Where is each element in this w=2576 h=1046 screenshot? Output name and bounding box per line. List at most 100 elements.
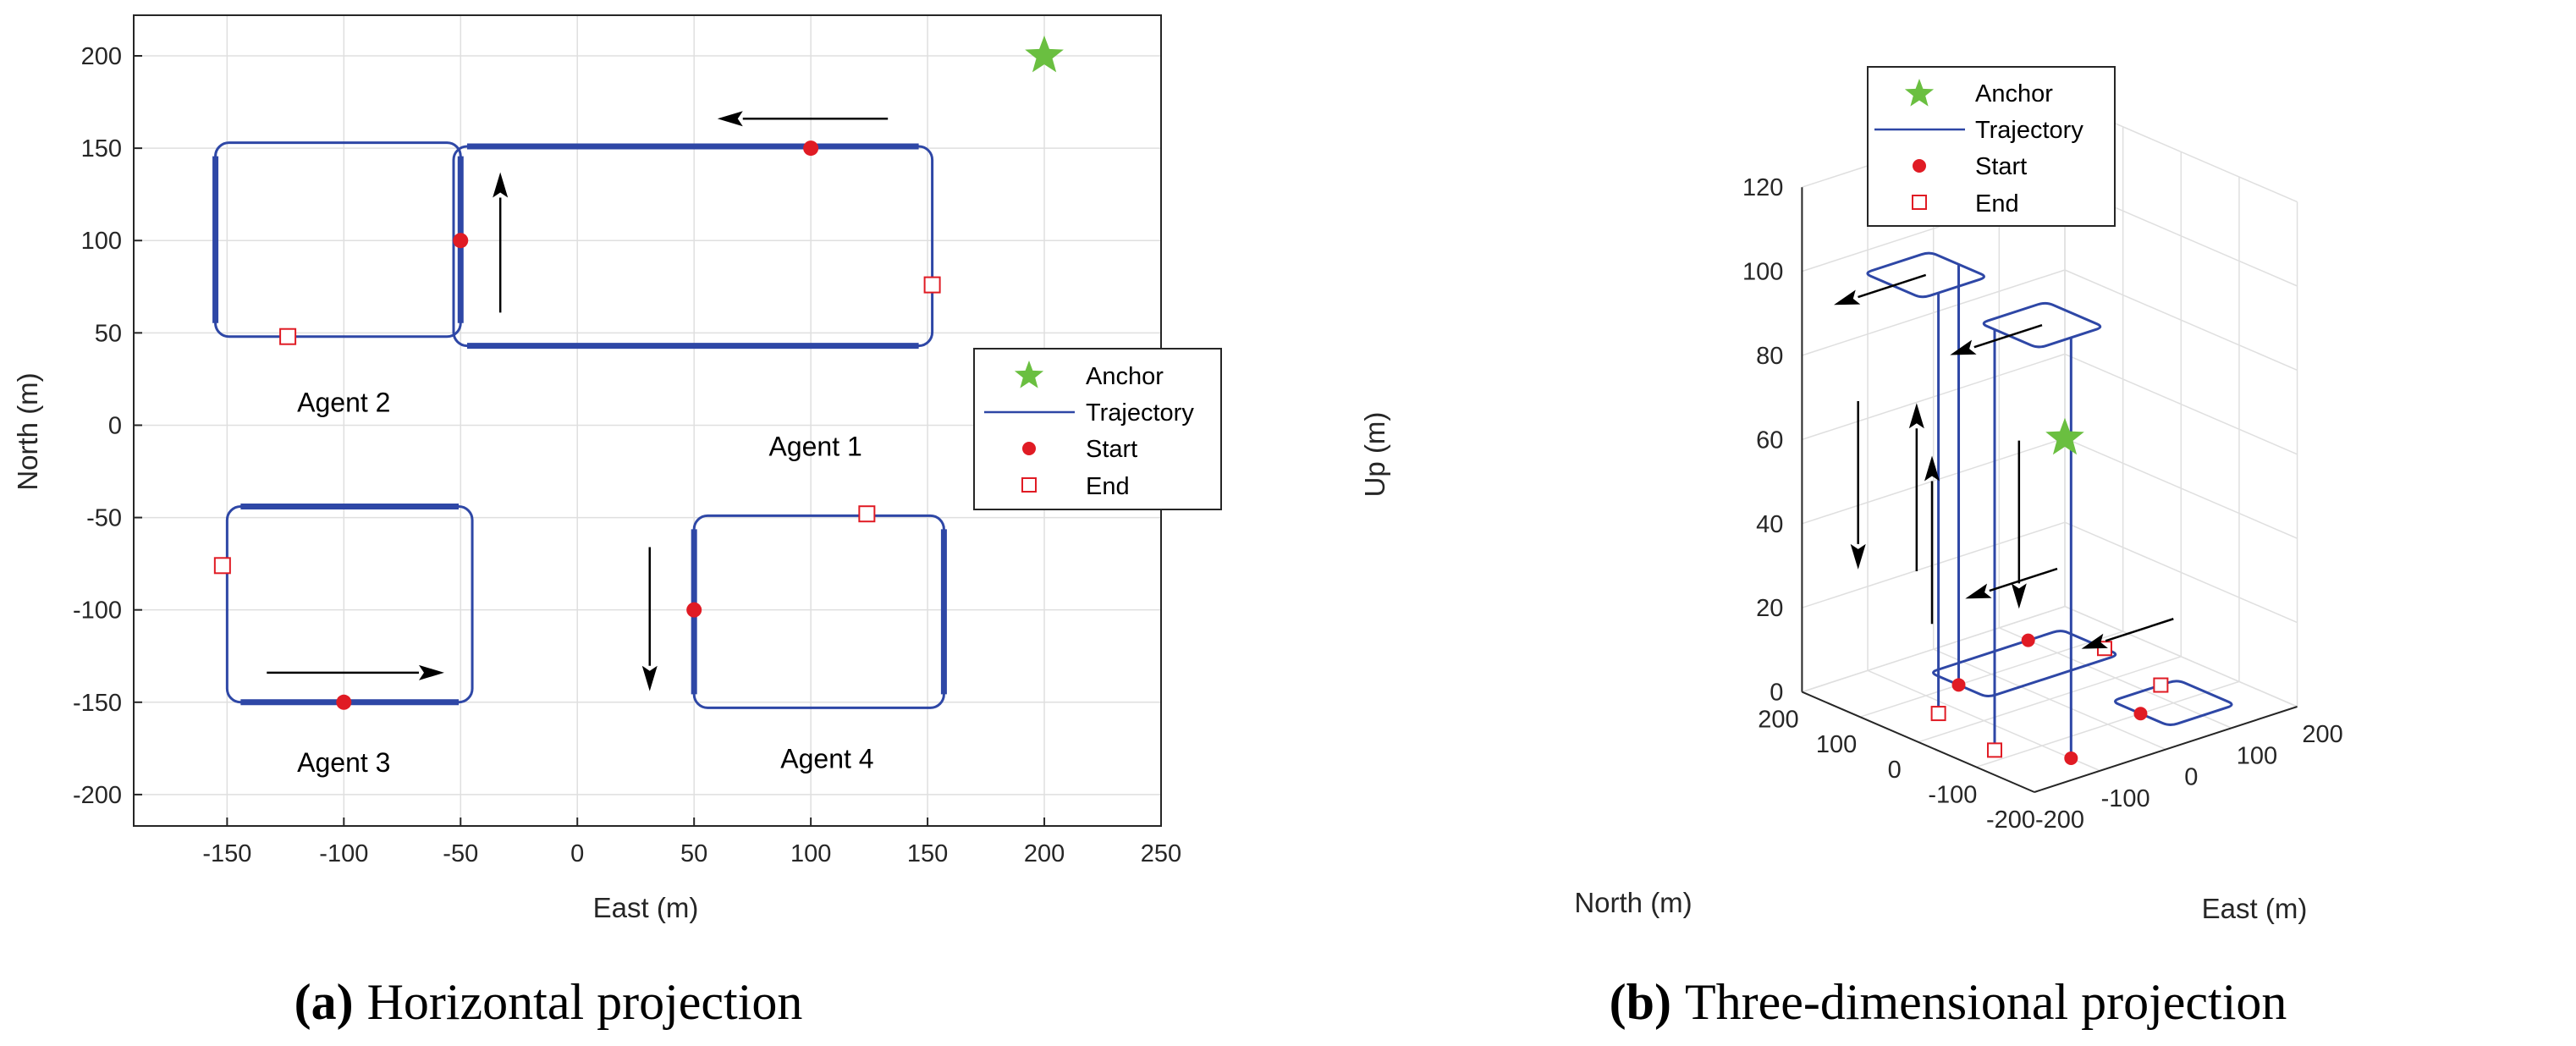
agent-label: Agent 4: [780, 743, 873, 773]
x-tick-label: 100: [2237, 742, 2277, 769]
legend-b: Anchor Trajectory Start End: [1867, 66, 2116, 227]
z-tick-label: 0: [1770, 680, 1783, 707]
floor-grid-north: [1918, 656, 2182, 743]
markers-a: Agent 1 Agent 2 Agent 3 Agent 4: [213, 36, 1064, 778]
legend-start-label: Start: [1086, 436, 1137, 463]
back-wall-grid-up: [1802, 353, 2066, 441]
x-tick-label: 250: [1141, 840, 1181, 867]
z-tick-label: 100: [1742, 259, 1783, 286]
x-tick-label: 0: [2184, 764, 2198, 791]
side-wall-grid-up: [2064, 353, 2298, 455]
direction-arrow-head: [1924, 455, 1940, 482]
agent-label: Agent 3: [297, 747, 390, 778]
legend-trajectory-label: Trajectory: [1975, 117, 2083, 144]
y-tick-label: 100: [1816, 731, 1857, 758]
legend-anchor-label: Anchor: [1086, 363, 1164, 390]
direction-arrow-head: [2011, 583, 2027, 609]
z-axis-label-b: Up (m): [1359, 412, 1390, 498]
anchor-star-icon: [1014, 361, 1044, 388]
back-wall-grid-up: [1802, 605, 2066, 693]
trajectories-b: [1866, 251, 2233, 758]
y-axis-line: [1802, 691, 2035, 793]
anchor-star-icon: [1904, 79, 1935, 107]
back-wall-grid-up: [1802, 521, 2066, 608]
start-point: [1951, 678, 1966, 692]
side-wall-grid-up: [2064, 605, 2298, 707]
x-axis-label-a: East (m): [593, 892, 699, 923]
direction-arrow-shaft: [1973, 323, 2043, 349]
side-wall-grid-up: [2064, 521, 2298, 624]
legend-a: Anchor Trajectory Start End: [973, 348, 1222, 510]
legend-end-label: End: [1086, 473, 1130, 500]
legend-anchor-label: Anchor: [1975, 80, 2053, 107]
direction-arrow-shaft: [2105, 618, 2174, 642]
markers-b: [1833, 273, 2174, 765]
y-tick-label: 150: [81, 135, 122, 162]
side-wall-grid-up: [2064, 269, 2298, 372]
x-tick-label: -100: [2101, 785, 2150, 812]
ticks-a: -150 -100 -50 0 50 100 150 200 250 -200 -150 -100 -5…: [73, 43, 1181, 867]
start-point: [2064, 751, 2078, 765]
caption-a-text: Horizontal projection: [367, 974, 803, 1030]
x-tick-label: -150: [202, 840, 251, 867]
y-axis-label-a: North (m): [12, 372, 43, 490]
x-tick-label: -100: [319, 840, 368, 867]
legend-start-dot: [1022, 442, 1036, 455]
end-point: [1930, 706, 1946, 722]
anchor-star-icon: [2045, 417, 2084, 455]
back-wall-grid-up: [1802, 438, 2066, 525]
trajectory-loop: [2114, 680, 2233, 726]
z-tick-label: 120: [1742, 174, 1783, 201]
side-wall-grid-up: [2064, 438, 2298, 539]
direction-arrow-shaft: [1989, 567, 2058, 592]
trajectory-loop: [452, 145, 934, 348]
legend-end-label: End: [1975, 190, 2019, 217]
y-tick-label: 100: [81, 228, 122, 255]
direction-arrow-shaft: [1858, 273, 1927, 299]
legend-start-label: Start: [1975, 153, 2027, 180]
end-point: [858, 505, 876, 523]
z-tick-label: 60: [1756, 427, 1783, 454]
end-point: [2153, 677, 2169, 693]
back-wall-grid-up: [1802, 269, 2066, 356]
x-tick-label: -50: [443, 840, 478, 867]
caption-a-label: (a): [294, 974, 354, 1030]
direction-arrow-head: [1950, 339, 1977, 355]
anchor-star-icon: [1025, 36, 1064, 73]
y-tick-label: -200: [73, 782, 122, 809]
end-point: [923, 276, 941, 294]
floor-grid-north: [1976, 680, 2240, 768]
caption-b-text: Three-dimensional projection: [1685, 974, 2287, 1030]
direction-arrow-head: [2081, 633, 2108, 649]
direction-arrow-head: [1908, 403, 1924, 429]
y-tick-label: 50: [95, 320, 122, 347]
direction-arrow-head: [1965, 583, 1992, 599]
direction-arrow-head: [1850, 543, 1866, 570]
trajectory-loop: [1866, 251, 1985, 299]
y-axis-label-b: North (m): [1574, 887, 1692, 918]
end-point: [279, 328, 297, 345]
legend-start-dot: [1913, 159, 1926, 173]
x-tick-label: 50: [680, 840, 707, 867]
y-tick-label: 0: [108, 412, 122, 439]
legend-trajectory-label: Trajectory: [1086, 399, 1194, 427]
legend-end-square: [1912, 195, 1927, 210]
start-point: [2133, 707, 2148, 721]
end-point: [213, 557, 231, 575]
floor-grid-north: [1859, 630, 2123, 718]
trajectory-loop: [692, 514, 945, 709]
direction-arrow-head: [1833, 289, 1861, 306]
caption-b: (b) Three-dimensional projection: [1610, 974, 2287, 1030]
direction-arrow-head: [418, 664, 444, 680]
y-tick-label: -150: [73, 690, 122, 717]
direction-arrow-head: [641, 665, 658, 691]
caption-b-label: (b): [1610, 974, 1671, 1030]
x-tick-label: 100: [790, 840, 831, 867]
ticks-b: -200-1000100200-200-10001002000204060801…: [1742, 174, 2343, 834]
y-tick-label: -100: [1928, 781, 1977, 808]
y-tick-label: -100: [73, 597, 122, 625]
agent-label: Agent 1: [768, 432, 861, 462]
direction-arrow-head: [717, 111, 743, 127]
start-point: [803, 140, 819, 157]
